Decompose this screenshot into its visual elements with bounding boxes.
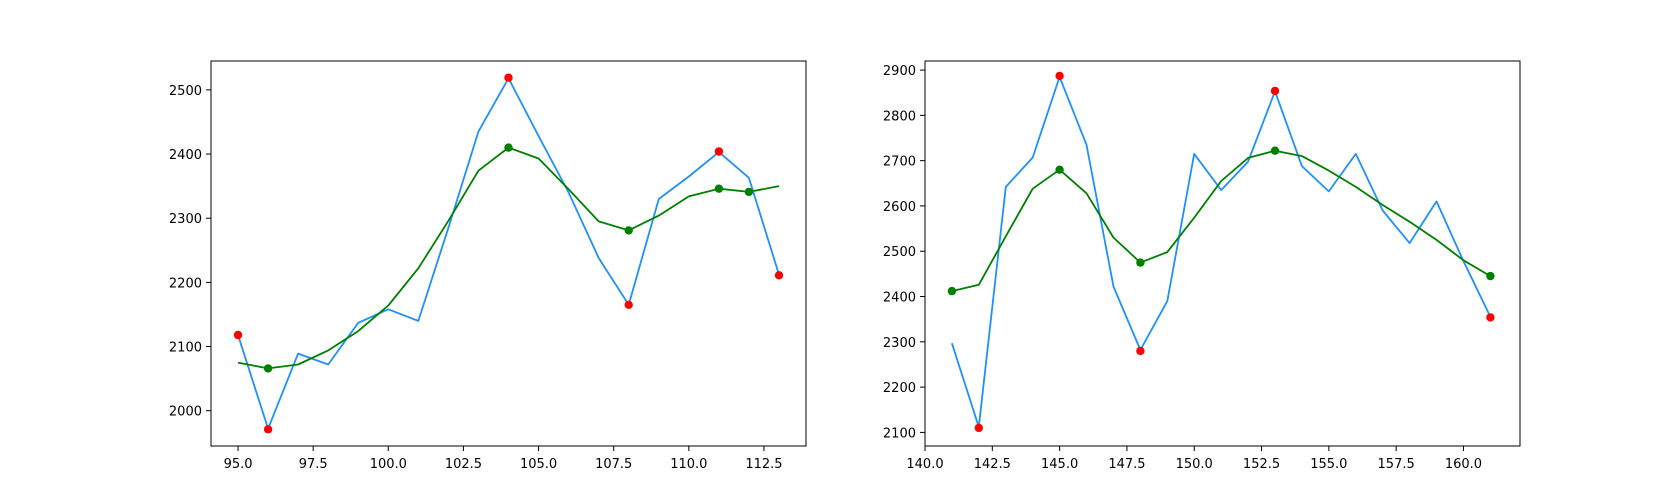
x-tick-label: 110.0 (670, 457, 707, 472)
left-plot: 95.0 97.5 100.0 102.5 105.0 107.5 110.0 112.5 20… (169, 60, 807, 472)
smoothed-extremum-point (1136, 258, 1145, 267)
smoothed-extremum-point (1055, 165, 1064, 174)
y-tick-label: 2800 (883, 109, 916, 124)
x-tick-label: 150.0 (1176, 457, 1213, 472)
extremum-point (1136, 346, 1145, 356)
smoothed-extremum-point (624, 226, 633, 235)
extremum-point (624, 300, 633, 309)
smoothed-extremum-point (1486, 271, 1495, 281)
x-tick-label: 102.5 (445, 457, 482, 472)
smoothed-extremum-point (1270, 146, 1280, 155)
y-tick-label: 2300 (883, 336, 916, 351)
y-tick-label: 2100 (169, 341, 202, 356)
right-plot: 140.0 142.5 145.0 147.5 150.0 152.5 155.0 157.5… (883, 60, 1521, 472)
x-tick-label: 100.0 (370, 457, 407, 472)
x-tick-label: 147.5 (1108, 457, 1145, 472)
x-tick-label: 145.0 (1041, 457, 1078, 472)
y-tick-label: 2500 (169, 84, 202, 99)
x-tick-label: 95.0 (224, 457, 253, 472)
extremum-point (233, 330, 243, 340)
y-tick-label: 2700 (883, 155, 916, 170)
extremum-point (263, 425, 273, 434)
y-tick-label: 2900 (883, 64, 916, 79)
smoothed-line-series (237, 146, 780, 370)
x-tick-label: 142.5 (974, 457, 1011, 472)
smoothed-extremum-point (947, 286, 957, 296)
smoothed-extremum-point (504, 143, 513, 152)
y-tick-label: 2600 (883, 200, 916, 215)
smoothed-extremum-point (744, 187, 754, 197)
axes-frame (210, 60, 807, 447)
x-tick-label: 152.5 (1243, 457, 1280, 472)
extremum-point (1486, 313, 1495, 322)
x-tick-label: 105.0 (520, 457, 557, 472)
raw-line-series (951, 76, 1492, 428)
extremum-point (504, 73, 513, 82)
y-tick-label: 2400 (883, 291, 916, 306)
extremum-point (1270, 86, 1280, 96)
extremum-point (714, 147, 724, 156)
x-tick-label: 140.0 (906, 457, 943, 472)
y-tick-label: 2400 (169, 148, 202, 163)
x-tick-label: 157.5 (1378, 457, 1415, 472)
x-tick-label: 160.0 (1445, 457, 1482, 472)
y-tick-label: 2500 (883, 245, 916, 260)
axes-frame (924, 60, 1521, 447)
smoothed-line-series (951, 149, 1491, 292)
extremum-point (1055, 71, 1064, 81)
y-tick-label: 2200 (169, 276, 202, 291)
x-tick-label: 97.5 (299, 457, 328, 472)
x-tick-label: 107.5 (595, 457, 632, 472)
raw-line-series (237, 77, 780, 430)
y-tick-label: 2200 (883, 381, 916, 396)
smoothed-extremum-point (714, 184, 724, 193)
y-tick-label: 2300 (169, 212, 202, 227)
smoothed-extremum-point (263, 364, 273, 373)
extremum-point (974, 423, 983, 433)
y-tick-label: 2000 (169, 405, 202, 420)
x-tick-label: 155.0 (1310, 457, 1347, 472)
y-tick-label: 2100 (883, 426, 916, 441)
x-tick-label: 112.5 (745, 457, 782, 472)
extremum-point (774, 271, 784, 280)
